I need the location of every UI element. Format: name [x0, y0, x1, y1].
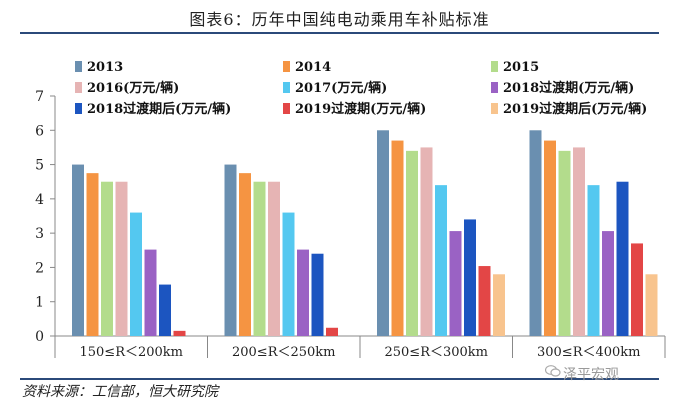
x-tick-label: 200≤R＜250km: [232, 345, 336, 360]
legend-label: 2015: [503, 60, 539, 75]
legend-label: 2018过渡期(万元/辆): [503, 80, 634, 96]
y-tick-label: 7: [35, 89, 44, 105]
bar: [239, 173, 251, 336]
legend-label: 2014: [295, 60, 331, 75]
bar: [86, 173, 99, 336]
bar: [391, 140, 404, 336]
bar: [587, 185, 600, 336]
title-divider: [20, 32, 659, 34]
y-tick-label: 3: [35, 226, 44, 242]
x-tick-label: 250≤R＜300km: [384, 345, 488, 360]
bar: [435, 185, 447, 336]
legend-swatch: [491, 61, 498, 72]
bar: [449, 231, 462, 336]
legend-swatch: [75, 103, 82, 114]
x-tick-label: 300≤R＜400km: [537, 345, 641, 360]
bar: [406, 150, 418, 336]
legend-swatch: [491, 103, 498, 114]
bar: [616, 181, 629, 336]
bar: [493, 274, 505, 336]
y-tick-label: 2: [35, 260, 44, 276]
watermark: 泽平宏观: [563, 367, 619, 383]
bar: [282, 212, 295, 336]
y-tick-label: 1: [35, 295, 44, 311]
bar: [253, 181, 266, 336]
bar: [173, 330, 186, 336]
legend-swatch: [283, 82, 290, 93]
legend-label: 2013: [87, 60, 123, 75]
bars: [72, 130, 658, 336]
legend-swatch: [283, 103, 290, 114]
legend-label: 2018过渡期后(万元/辆): [87, 101, 231, 117]
bar: [130, 212, 142, 336]
bar: [159, 284, 171, 336]
bar: [464, 219, 476, 336]
bar: [297, 249, 309, 336]
legend-label: 2019过渡期后(万元/辆): [503, 101, 647, 117]
bar: [326, 327, 338, 336]
bar: [420, 147, 433, 336]
bar: [631, 243, 643, 336]
legend-swatch: [75, 82, 82, 93]
bar: [115, 181, 128, 336]
y-axis: 0 1 2 3 4 5 6 7: [35, 89, 56, 345]
bar: [72, 164, 84, 336]
bar: [268, 181, 280, 336]
y-tick-label: 5: [35, 158, 44, 174]
y-tick-label: 0: [35, 329, 44, 345]
bar: [377, 130, 389, 336]
wechat-icon: [545, 365, 561, 377]
bar: [645, 274, 658, 336]
chart-title: 图表6：历年中国纯电动乘用车补贴标准: [189, 10, 490, 29]
y-tick-label: 4: [35, 192, 44, 208]
source-note: 资料来源：工信部，恒大研究院: [22, 384, 218, 400]
legend-label: 2016(万元/辆): [87, 80, 179, 96]
bar: [144, 249, 157, 336]
legend-swatch: [491, 82, 498, 93]
y-tick-label: 6: [35, 123, 44, 139]
x-axis: 150≤R＜200km 200≤R＜250km 250≤R＜300km 300≤R＜4…: [54, 335, 666, 360]
legend-swatch: [283, 61, 290, 72]
bar: [573, 147, 585, 336]
bar: [311, 253, 324, 336]
bar: [224, 164, 237, 336]
x-tick-label: 150≤R＜200km: [79, 345, 183, 360]
legend-swatch: [75, 61, 82, 72]
legend-label: 2019过渡期(万元/辆): [295, 101, 426, 117]
bar: [478, 266, 491, 336]
bar: [544, 140, 556, 336]
bar: [529, 130, 542, 336]
legend-label: 2017(万元/辆): [295, 80, 387, 96]
bar: [558, 150, 571, 336]
bar: [101, 181, 113, 336]
bar: [602, 231, 614, 336]
legend: 2013 2014 2015 2016(万元/辆) 2017(万元/辆) 2018过渡期(…: [75, 60, 647, 117]
footer-divider: [20, 378, 659, 380]
